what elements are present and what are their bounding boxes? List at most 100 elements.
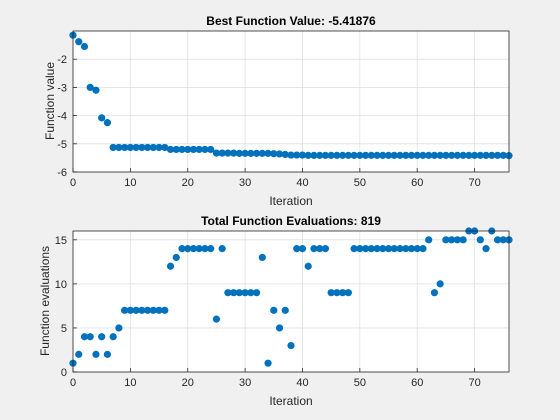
data-point — [379, 245, 387, 253]
x-tick-label: 70 — [468, 377, 480, 389]
data-point — [390, 245, 398, 253]
data-point — [132, 306, 140, 314]
data-point — [316, 151, 324, 159]
data-point — [356, 151, 364, 159]
data-point — [126, 143, 134, 152]
data-point — [161, 143, 169, 152]
data-point — [103, 350, 112, 358]
data-point — [109, 143, 117, 152]
data-point — [195, 245, 203, 253]
data-point — [459, 151, 467, 159]
data-point — [304, 262, 312, 270]
data-point — [121, 143, 129, 152]
data-point — [281, 306, 289, 314]
x-tick-label: 50 — [354, 377, 366, 389]
data-point — [230, 289, 238, 297]
data-point — [373, 151, 381, 159]
data-point — [138, 143, 146, 152]
data-point — [293, 245, 301, 253]
data-point — [270, 306, 278, 314]
data-point — [350, 245, 358, 253]
data-point — [172, 145, 180, 154]
data-point — [379, 151, 387, 159]
y-tick-label: -2 — [57, 54, 67, 66]
data-point — [252, 149, 261, 157]
data-point — [430, 289, 439, 297]
data-point — [109, 333, 117, 341]
data-point — [356, 245, 364, 253]
bottom-axes: 0 10 20 30 40 50 60 70 0 5 10 15 Total Function Eva… — [38, 214, 513, 408]
data-point — [252, 289, 261, 297]
x-tick-label: 30 — [239, 177, 251, 189]
data-point — [476, 236, 484, 244]
data-point — [327, 289, 335, 297]
data-point — [339, 151, 347, 159]
data-point — [115, 143, 123, 152]
data-point — [425, 151, 433, 159]
data-point — [321, 151, 330, 159]
data-point — [149, 306, 157, 314]
data-point — [80, 42, 89, 51]
data-point — [344, 289, 352, 297]
data-point — [212, 315, 221, 323]
data-point — [166, 145, 175, 154]
y-tick-label: 15 — [55, 235, 67, 247]
data-point — [453, 236, 461, 244]
data-point — [499, 236, 507, 244]
data-point — [75, 350, 83, 358]
data-point — [201, 145, 209, 154]
data-point — [316, 245, 324, 253]
x-tick-label: 30 — [239, 377, 251, 389]
data-point — [258, 149, 266, 157]
bottom-y-axis-label: Function evaluations — [38, 246, 52, 356]
data-point — [499, 151, 507, 159]
data-point — [241, 289, 249, 297]
data-point — [396, 245, 404, 253]
data-point — [121, 306, 129, 314]
y-tick-label: 0 — [61, 367, 67, 379]
x-tick-label: 0 — [70, 177, 76, 189]
data-point — [482, 245, 490, 253]
y-tick-label: -5 — [57, 139, 67, 151]
x-tick-label: 0 — [70, 377, 76, 389]
data-point — [293, 151, 301, 159]
top-x-axis-label: Iteration — [269, 194, 312, 208]
data-point — [224, 149, 232, 157]
data-point — [333, 151, 341, 159]
data-point — [189, 145, 198, 154]
data-point — [155, 143, 163, 152]
data-point — [218, 149, 226, 157]
data-point — [166, 262, 175, 270]
data-point — [419, 151, 427, 159]
data-point — [275, 324, 284, 332]
data-point — [201, 245, 209, 253]
x-tick-label: 50 — [354, 177, 366, 189]
data-point — [373, 245, 381, 253]
data-point — [143, 306, 152, 314]
data-point — [396, 151, 404, 159]
data-point — [413, 151, 421, 159]
data-point — [321, 245, 330, 253]
bottom-axes-box — [72, 230, 510, 373]
data-point — [92, 86, 100, 94]
data-point — [367, 151, 375, 159]
data-point — [493, 236, 502, 244]
data-point — [258, 253, 266, 262]
data-point — [149, 143, 157, 152]
data-point — [361, 245, 370, 253]
data-point — [207, 145, 215, 154]
data-point — [367, 245, 375, 253]
data-point — [86, 83, 94, 91]
data-point — [207, 245, 215, 253]
data-point — [361, 151, 370, 159]
data-point — [430, 151, 439, 159]
data-point — [304, 151, 312, 159]
data-point — [184, 145, 192, 154]
top-chart-title: Best Function Value: -5.41876 — [206, 14, 376, 28]
bottom-chart-title: Total Function Evaluations: 819 — [201, 214, 381, 228]
data-point — [155, 306, 163, 314]
data-point — [80, 333, 89, 341]
data-point — [482, 151, 490, 159]
data-point — [465, 151, 473, 159]
